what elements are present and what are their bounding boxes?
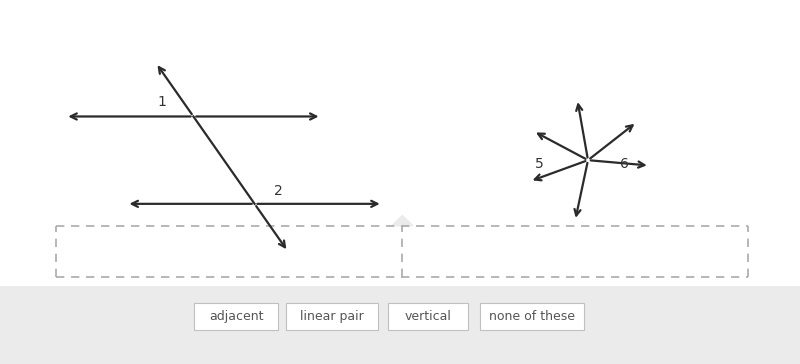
Text: 5: 5 <box>535 157 544 171</box>
Text: 2: 2 <box>274 185 283 198</box>
Text: 6: 6 <box>620 157 629 171</box>
Text: adjacent: adjacent <box>209 310 263 323</box>
FancyBboxPatch shape <box>194 303 278 331</box>
Text: none of these: none of these <box>489 310 575 323</box>
Text: vertical: vertical <box>405 310 451 323</box>
Text: 1: 1 <box>157 95 166 109</box>
FancyBboxPatch shape <box>286 303 378 331</box>
Text: linear pair: linear pair <box>300 310 364 323</box>
FancyBboxPatch shape <box>388 303 468 331</box>
Bar <box>0 286 800 364</box>
FancyBboxPatch shape <box>480 303 584 331</box>
Polygon shape <box>392 215 413 226</box>
